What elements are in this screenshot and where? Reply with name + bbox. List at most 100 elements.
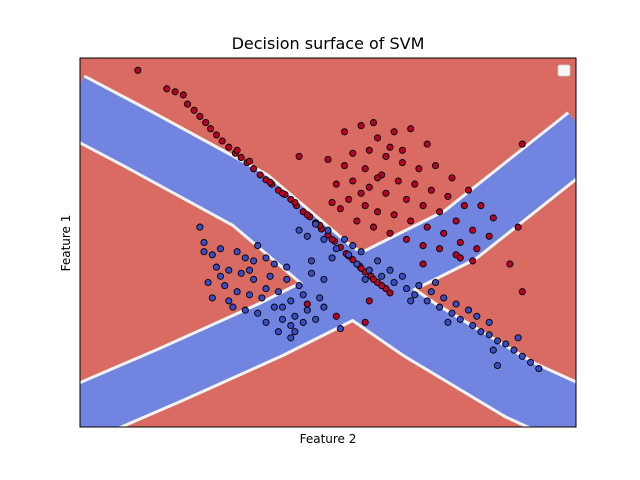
point-class-1-112 [456, 254, 464, 262]
point-class-1-97 [469, 257, 477, 265]
point-class-0-86 [312, 220, 320, 228]
point-class-1-56 [365, 146, 373, 154]
point-class-0-52 [332, 245, 340, 253]
point-class-1-66 [411, 180, 419, 188]
point-class-1-94 [419, 242, 427, 250]
point-class-1-92 [386, 229, 394, 237]
point-class-0-40 [200, 248, 208, 256]
point-class-0-39 [208, 294, 216, 302]
point-class-0-25 [274, 328, 282, 336]
point-class-0-31 [204, 278, 212, 287]
point-class-1-79 [485, 232, 493, 240]
point-class-1-89 [473, 245, 481, 253]
point-class-1-52 [374, 134, 382, 142]
point-class-0-81 [452, 300, 460, 308]
point-class-1-38 [245, 157, 254, 165]
point-class-1-108 [374, 174, 382, 182]
point-class-0-51 [320, 235, 328, 243]
point-class-1-50 [340, 128, 349, 136]
point-class-0-43 [320, 275, 328, 283]
point-class-0-2 [233, 248, 241, 256]
point-class-1-107 [357, 189, 365, 197]
point-class-0-49 [287, 321, 295, 330]
point-class-0-7 [237, 269, 245, 277]
point-class-0-89 [361, 275, 369, 283]
point-class-1-1 [163, 85, 171, 93]
point-class-0-57 [390, 278, 398, 287]
point-class-0-35 [254, 242, 262, 250]
chart-title: Decision surface of SVM [232, 34, 425, 53]
point-class-0-12 [245, 291, 254, 299]
point-class-0-54 [353, 260, 361, 268]
point-class-0-91 [444, 318, 452, 326]
point-class-0-44 [225, 297, 233, 305]
point-class-1-72 [365, 183, 373, 191]
point-class-1-54 [407, 125, 415, 133]
point-class-0-22 [291, 312, 299, 320]
point-class-0-30 [208, 251, 216, 259]
scatter-points [134, 66, 543, 373]
plot-area [80, 58, 576, 427]
point-class-0-83 [473, 312, 481, 320]
point-class-0-94 [431, 278, 440, 287]
point-class-1-10 [218, 137, 226, 145]
point-class-0-47 [245, 266, 254, 274]
point-class-0-4 [262, 254, 270, 262]
point-class-1-74 [402, 195, 411, 203]
point-class-1-68 [444, 192, 452, 200]
point-class-0-0 [200, 238, 208, 247]
point-class-1-113 [419, 260, 427, 268]
point-class-1-37 [233, 146, 241, 154]
point-class-0-14 [274, 288, 282, 296]
point-class-1-61 [324, 155, 332, 164]
point-class-1-104 [369, 119, 378, 127]
point-class-1-5 [190, 106, 198, 114]
point-class-0-98 [295, 226, 303, 234]
point-class-0-87 [349, 242, 357, 250]
point-class-0-71 [526, 358, 535, 366]
point-class-0-69 [510, 346, 518, 354]
point-class-0-5 [212, 263, 220, 271]
point-class-1-98 [448, 174, 456, 182]
point-class-0-28 [312, 315, 320, 323]
point-class-0-33 [295, 282, 303, 290]
point-class-0-34 [307, 269, 316, 277]
point-class-1-69 [460, 202, 468, 210]
point-class-1-63 [361, 165, 369, 173]
point-class-0-32 [283, 275, 291, 283]
point-class-1-40 [278, 189, 287, 197]
point-class-1-114 [365, 297, 373, 305]
point-class-0-62 [448, 309, 456, 317]
point-class-1-8 [207, 125, 215, 133]
point-class-1-7 [202, 119, 210, 127]
point-class-0-95 [196, 223, 204, 231]
point-class-0-84 [485, 318, 493, 326]
point-class-0-73 [340, 235, 349, 243]
point-class-1-13 [237, 154, 245, 162]
point-class-1-55 [349, 149, 357, 157]
point-class-1-83 [374, 208, 382, 216]
point-class-1-103 [386, 143, 394, 151]
point-class-1-90 [353, 217, 361, 225]
point-class-0-20 [262, 318, 270, 326]
point-class-0-48 [216, 272, 225, 280]
point-class-0-72 [535, 365, 543, 373]
point-class-1-62 [340, 162, 349, 170]
point-class-1-86 [423, 223, 431, 231]
point-class-0-67 [493, 337, 502, 345]
point-class-0-74 [357, 248, 365, 256]
point-class-0-41 [299, 291, 307, 299]
point-class-0-82 [464, 306, 473, 314]
point-class-1-105 [423, 140, 431, 148]
point-class-1-119 [506, 260, 514, 268]
point-class-0-59 [411, 291, 419, 299]
point-class-0-66 [485, 331, 493, 339]
point-class-0-61 [436, 303, 444, 311]
point-class-1-87 [440, 229, 448, 237]
point-class-1-91 [369, 223, 378, 231]
point-class-0-8 [250, 275, 258, 283]
point-class-0-23 [303, 306, 311, 314]
point-class-1-58 [398, 159, 406, 167]
x-axis-label: Feature 2 [300, 432, 357, 446]
point-class-0-63 [456, 315, 464, 323]
